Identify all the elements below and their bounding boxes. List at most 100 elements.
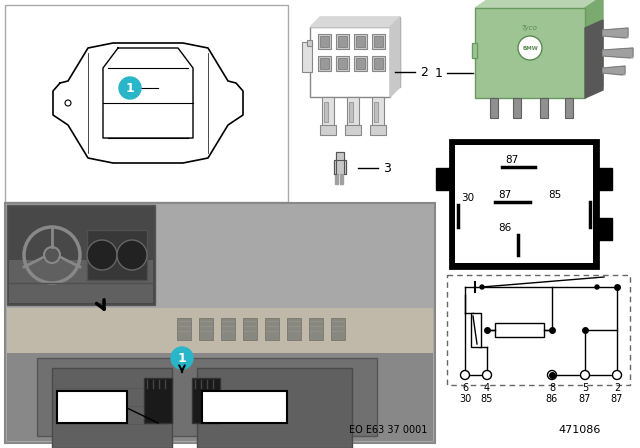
Polygon shape	[340, 174, 343, 184]
Text: X63: X63	[79, 408, 105, 421]
Bar	[338, 36, 347, 47]
Bar	[197, 368, 352, 448]
Circle shape	[595, 285, 599, 289]
Bar	[338, 58, 347, 69]
Bar	[331, 318, 345, 340]
Bar	[370, 125, 386, 135]
Bar	[87, 230, 147, 280]
Bar	[52, 368, 172, 448]
Polygon shape	[603, 66, 625, 75]
Bar	[435, 3, 635, 138]
Bar	[5, 5, 288, 202]
Bar	[7, 308, 433, 353]
Circle shape	[87, 240, 117, 270]
Polygon shape	[585, 20, 603, 98]
Polygon shape	[585, 0, 603, 98]
Bar	[472, 43, 477, 58]
Bar	[57, 391, 127, 423]
Bar	[495, 323, 544, 337]
Text: EO E63 37 0001: EO E63 37 0001	[349, 425, 427, 435]
Bar	[336, 34, 349, 49]
Bar	[309, 318, 323, 340]
Text: 87: 87	[499, 190, 511, 200]
Bar	[374, 36, 383, 47]
Bar	[372, 97, 384, 127]
Polygon shape	[603, 48, 633, 58]
Text: 1: 1	[435, 66, 443, 79]
Text: 87: 87	[506, 155, 518, 165]
Bar	[447, 275, 630, 385]
Bar	[37, 358, 377, 436]
Circle shape	[580, 370, 589, 379]
Text: 5: 5	[582, 383, 588, 393]
Bar	[287, 318, 301, 340]
Bar	[302, 42, 312, 72]
Bar	[318, 34, 331, 49]
Polygon shape	[603, 28, 628, 38]
Polygon shape	[335, 174, 338, 184]
Bar	[5, 203, 435, 443]
Circle shape	[65, 100, 71, 106]
Bar	[177, 318, 191, 340]
Text: 2: 2	[420, 65, 428, 78]
Bar	[9, 260, 153, 303]
Text: 1: 1	[178, 352, 186, 365]
Bar	[243, 318, 257, 340]
Bar	[372, 34, 385, 49]
Bar	[310, 27, 390, 97]
Bar	[7, 205, 155, 305]
Bar	[349, 102, 353, 122]
Bar	[320, 36, 329, 47]
Bar	[354, 34, 367, 49]
Bar	[322, 97, 334, 127]
Bar	[513, 98, 521, 118]
Text: K9: K9	[236, 393, 253, 406]
Text: 30: 30	[461, 193, 475, 203]
Text: 2: 2	[614, 383, 620, 393]
Bar	[307, 40, 312, 46]
Text: 87: 87	[579, 394, 591, 404]
Circle shape	[171, 347, 193, 369]
Circle shape	[119, 77, 141, 99]
Bar	[565, 98, 573, 118]
Bar	[374, 102, 378, 122]
Polygon shape	[334, 152, 346, 174]
Bar	[7, 308, 433, 441]
Bar	[199, 318, 213, 340]
Bar	[336, 56, 349, 71]
Bar	[202, 391, 287, 423]
Circle shape	[480, 285, 484, 289]
Text: 86: 86	[499, 223, 511, 233]
Circle shape	[483, 370, 492, 379]
Text: 86: 86	[546, 394, 558, 404]
Bar	[144, 378, 172, 423]
Text: 1: 1	[125, 82, 134, 95]
Text: 85: 85	[481, 394, 493, 404]
Bar	[372, 56, 385, 71]
Bar	[436, 168, 450, 190]
Bar	[324, 102, 328, 122]
Circle shape	[117, 240, 147, 270]
Circle shape	[612, 370, 621, 379]
Bar	[265, 318, 279, 340]
Bar	[320, 125, 336, 135]
Text: 3: 3	[383, 161, 391, 175]
Bar	[320, 58, 329, 69]
Bar	[455, 145, 593, 263]
Bar	[540, 98, 548, 118]
Bar	[356, 36, 365, 47]
Polygon shape	[475, 0, 603, 8]
Bar	[490, 98, 498, 118]
Bar	[347, 97, 359, 127]
Circle shape	[44, 247, 60, 263]
Polygon shape	[390, 17, 400, 97]
Circle shape	[547, 370, 557, 379]
Text: Tyco: Tyco	[522, 25, 538, 31]
Bar	[192, 378, 220, 423]
Bar	[450, 140, 598, 268]
Bar	[356, 58, 365, 69]
Bar	[221, 318, 235, 340]
Text: 471086: 471086	[559, 425, 601, 435]
Bar	[318, 56, 331, 71]
Text: BMW: BMW	[522, 46, 538, 51]
